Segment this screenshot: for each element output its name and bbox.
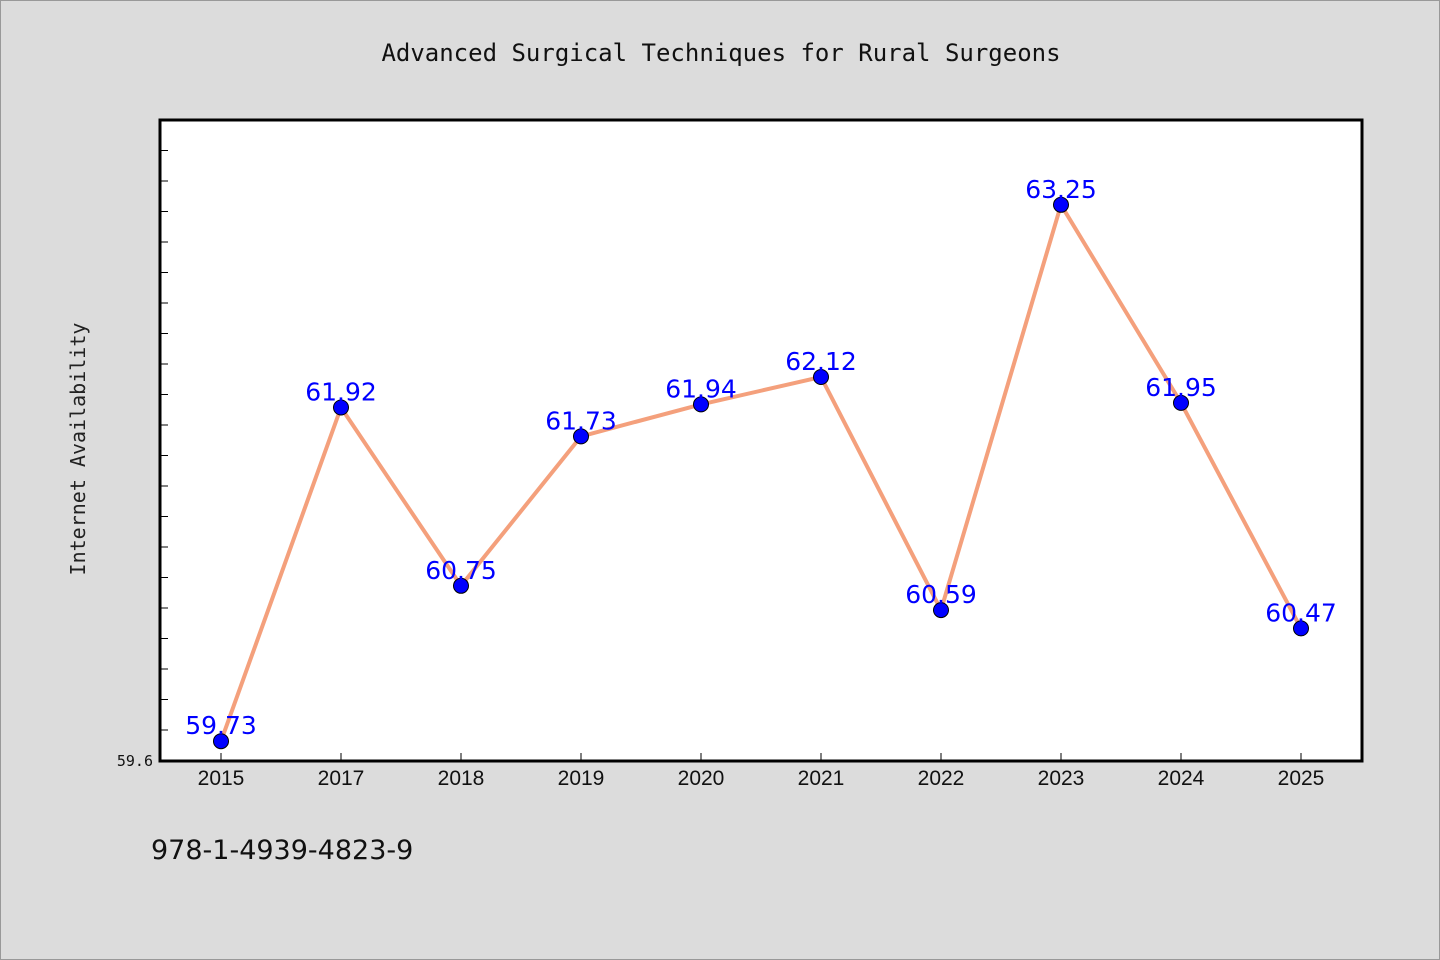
data-point-2015	[213, 733, 229, 750]
data-label-2022: 60.59	[905, 580, 977, 609]
data-point-2023	[1053, 196, 1069, 213]
data-label-2018: 60.75	[425, 556, 497, 585]
x-tick-label: 2025	[1278, 767, 1325, 790]
data-label-2019: 61.73	[545, 406, 617, 435]
isbn-text: 978-1-4939-4823-9	[151, 835, 414, 866]
data-label-2025: 60.47	[1265, 598, 1337, 627]
plot-area	[158, 118, 1364, 763]
data-point-2024	[1173, 394, 1189, 411]
x-tick-label: 2017	[318, 767, 365, 790]
data-point-2017	[333, 399, 349, 416]
x-tick-label: 2018	[438, 767, 485, 790]
data-label-2020: 61.94	[665, 374, 737, 403]
data-label-2024: 61.95	[1145, 373, 1217, 402]
chart-title: Advanced Surgical Techniques for Rural S…	[381, 39, 1060, 67]
data-point-2021	[813, 369, 829, 385]
data-label-2015: 59.73	[185, 711, 257, 740]
data-point-2018	[453, 577, 469, 594]
data-point-2019	[573, 428, 589, 445]
data-labels: 59.73 61.92 60.75 61.73 61.94 62.12 60.59 63.25…	[185, 175, 1337, 740]
data-label-2023: 63.25	[1025, 175, 1097, 204]
data-point-2022	[933, 602, 949, 619]
series-line	[219, 202, 1303, 742]
x-tick-label: 2024	[1158, 767, 1205, 790]
y-axis-label: Internet Availability	[66, 323, 90, 576]
x-tick-label: 2023	[1038, 767, 1085, 790]
data-label-2017: 61.92	[305, 378, 377, 407]
x-axis-ticks: 2015 2017 2018 2019 2020 2021 2022 2023 2024 2025	[198, 753, 1325, 790]
x-tick-label: 2019	[558, 767, 605, 790]
x-tick-label: 2022	[918, 767, 965, 790]
y-tick-label: 59.6	[117, 752, 153, 770]
x-tick-label: 2021	[798, 767, 845, 790]
data-label-2021: 62.12	[785, 347, 857, 376]
data-point-2020	[693, 396, 709, 413]
x-tick-label: 2015	[198, 767, 245, 790]
data-markers	[213, 196, 1309, 750]
y-axis-ticks: 59.6	[117, 150, 168, 770]
x-tick-label: 2020	[678, 767, 725, 790]
data-point-2025	[1293, 620, 1309, 637]
